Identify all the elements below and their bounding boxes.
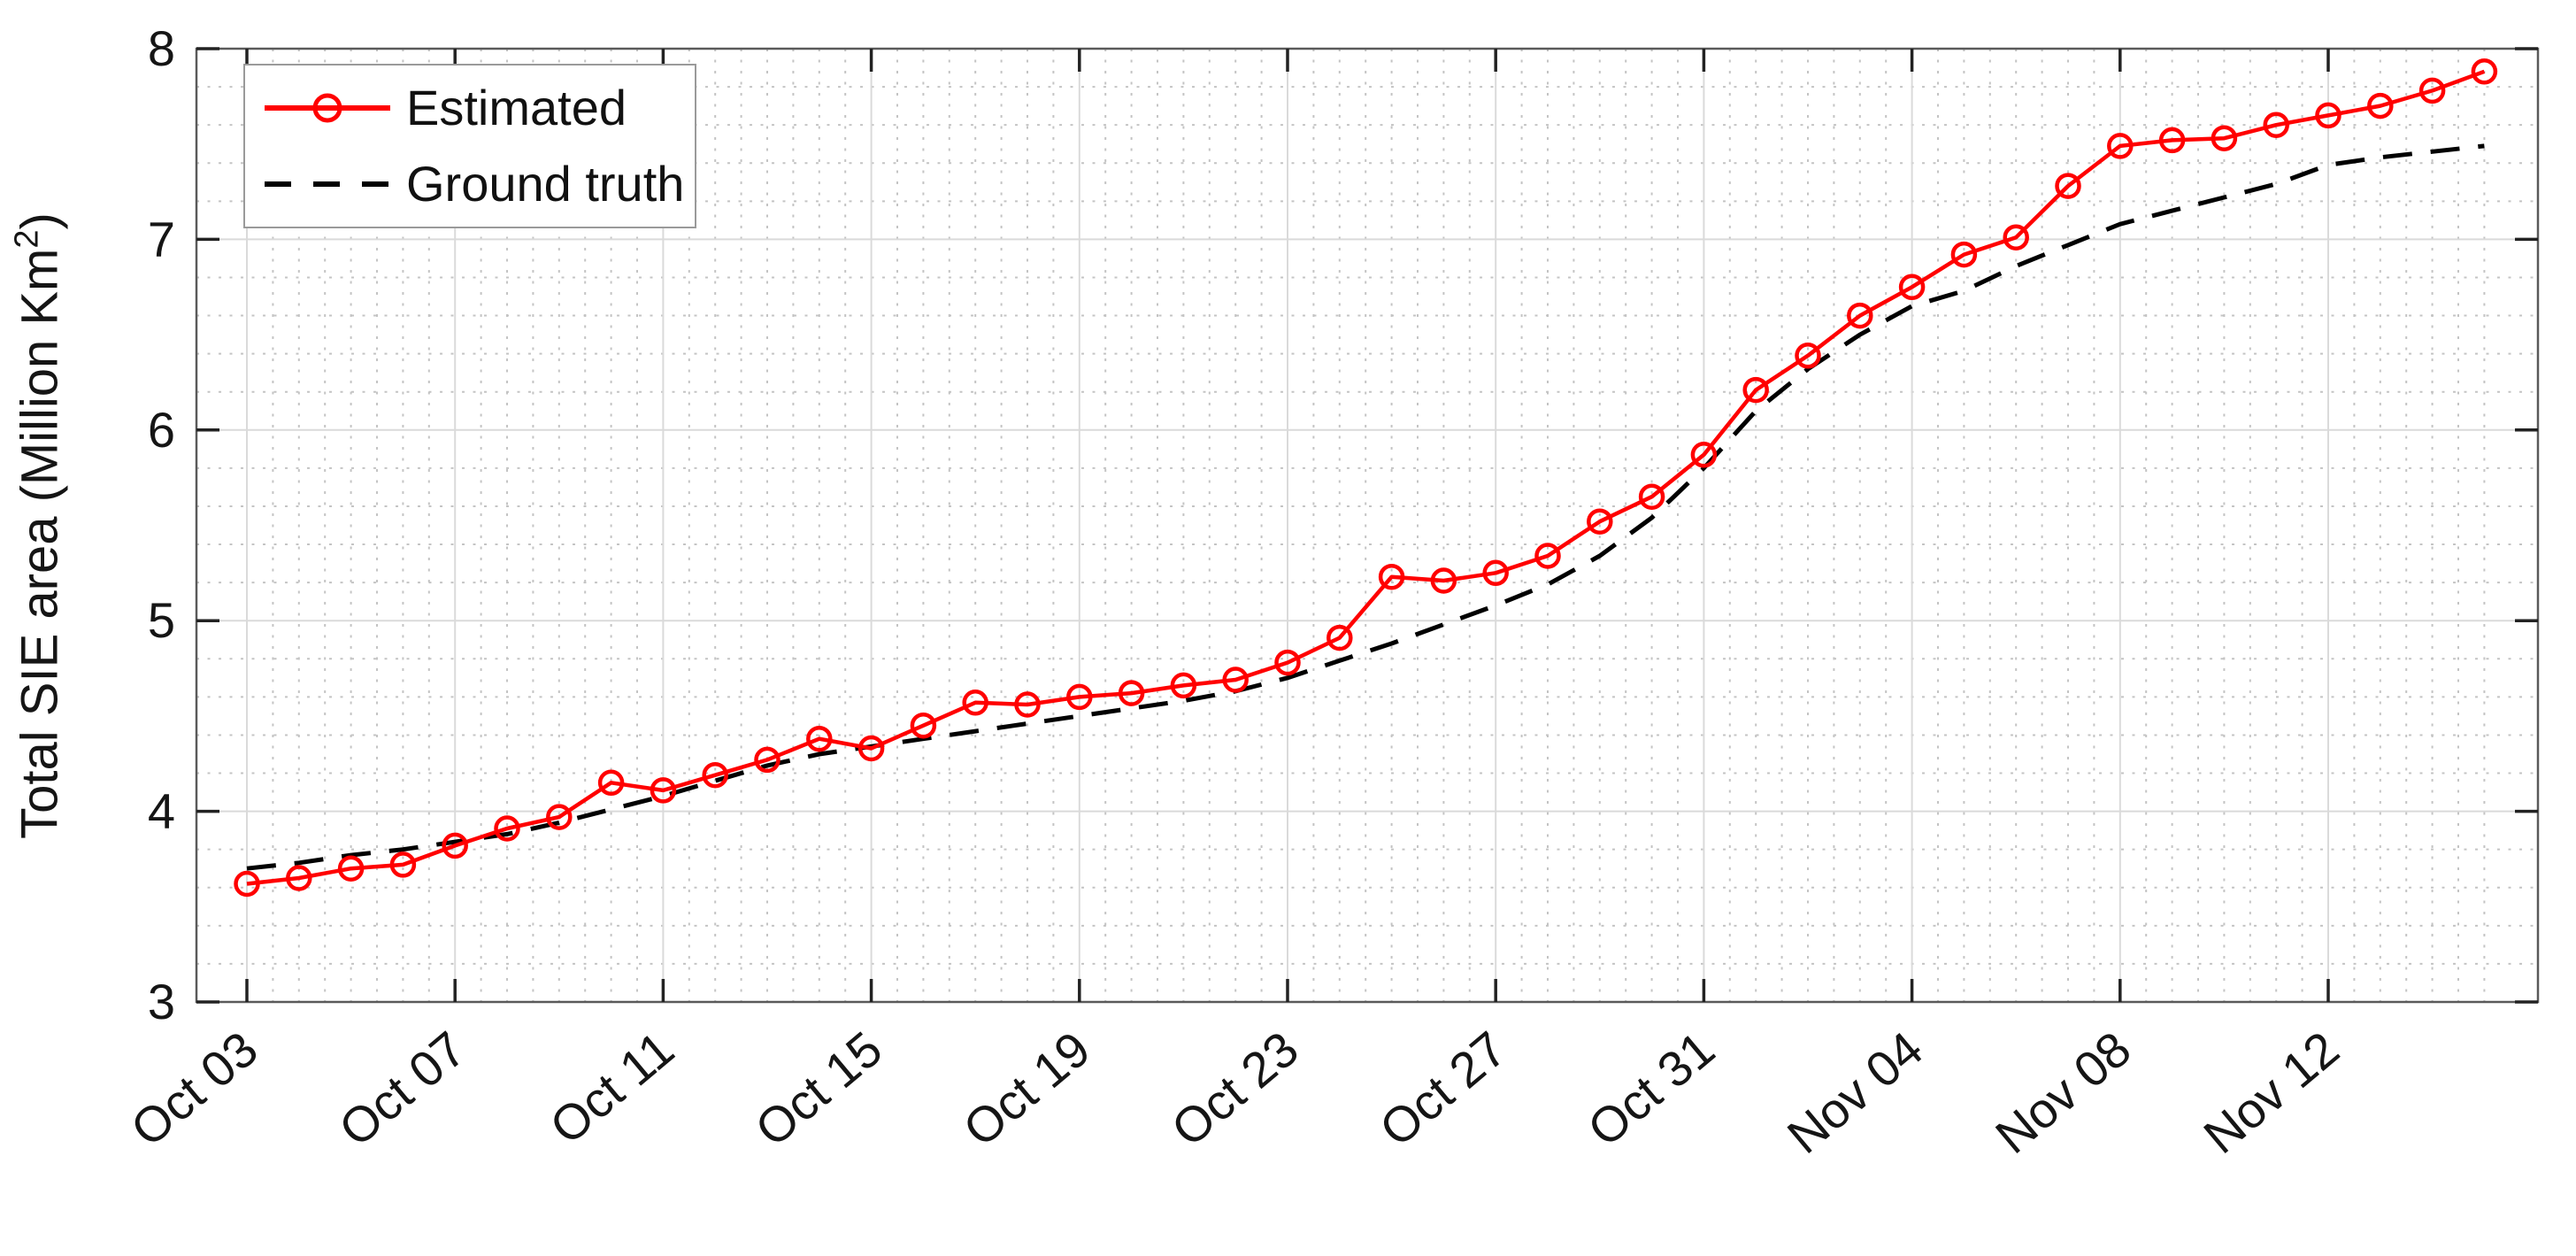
x-tick-label: Oct 19 [953,1021,1101,1157]
estimated-marker [1534,543,1561,569]
estimated-marker [2315,102,2341,129]
estimated-marker [1742,376,1769,404]
y-tick-label: 5 [148,592,175,648]
estimated-marker [2211,125,2238,151]
estimated-marker [494,815,520,842]
estimated-marker [1118,680,1145,706]
estimated-marker [1066,683,1093,711]
major-gridlines [196,49,2538,1002]
ground-truth-line-swatch [265,181,390,187]
y-tick-label: 8 [148,20,175,76]
estimated-marker [389,851,417,878]
estimated-sample-marker-icon [312,93,342,123]
estimated-marker [1898,274,1926,301]
y-axis-label: Total SIE area (Million Km2) [9,212,70,839]
y-axis-label-close: ) [11,212,69,230]
x-tick-label: Oct 23 [1161,1021,1309,1157]
estimated-line-swatch [265,93,390,123]
estimated-marker [806,725,833,752]
x-tick-labels: Oct 03 Oct 07 Oct 11 Oct 15 Oct 19 Oct 23 Oct … [120,1021,2349,1164]
y-tick-label: 4 [148,783,175,839]
estimated-marker [2158,127,2186,154]
estimated-marker [286,865,312,891]
estimated-marker [754,746,780,774]
y-tick-labels: 3 4 5 6 7 8 [148,20,175,1029]
estimated-marker [1378,563,1405,590]
x-tick-label: Oct 15 [744,1021,892,1157]
estimated-marker [442,832,468,859]
x-tick-label: Oct 07 [328,1021,476,1157]
legend-item-estimated: Estimated [261,81,695,135]
estimated-marker [1274,649,1301,676]
estimated-marker [234,870,260,898]
minor-gridlines [196,49,2538,1002]
estimated-marker [650,777,677,804]
estimated-marker [910,712,937,739]
x-tick-label: Nov 12 [2193,1021,2349,1164]
y-tick-label: 3 [148,974,175,1029]
estimated-marker [1014,691,1041,718]
x-tick-label: Nov 08 [1985,1021,2141,1164]
ground-truth-line [246,143,2485,871]
estimated-marker [1482,559,1509,587]
axis-tick-marks [196,47,2538,1004]
y-tick-label: 7 [148,211,175,266]
estimated-marker [2055,173,2081,199]
estimated-marker [2471,58,2498,85]
estimated-marker [337,855,365,882]
estimated-marker [1638,483,1665,510]
estimated-marker [2367,92,2394,119]
estimated-marker [1795,343,1821,369]
estimated-marker [1170,672,1197,699]
series-ground-truth [246,143,2485,871]
estimated-marker [1430,567,1457,594]
y-axis-label-text: Total SIE area (Million Km [11,248,69,839]
estimated-marker [546,804,573,830]
legend: Estimated Ground truth [243,64,696,228]
estimated-marker [1587,508,1613,535]
y-axis-label-superscript: 2 [8,229,46,249]
x-tick-label: Oct 03 [120,1021,268,1157]
estimated-marker [2263,112,2289,138]
series-estimated [234,58,2498,898]
estimated-marker [1847,302,1873,329]
axes-frame [195,47,2540,1004]
x-tick-label: Oct 31 [1577,1021,1725,1157]
estimated-marker [1690,442,1718,468]
plot-frame [195,47,2540,1004]
estimated-marker [1950,241,1978,268]
y-tick-label: 6 [148,402,175,458]
legend-label-ground-truth: Ground truth [406,156,685,212]
estimated-marker [962,690,988,716]
estimated-marker [2418,77,2446,104]
x-tick-label: Oct 27 [1369,1021,1517,1157]
estimated-marker [857,735,885,762]
estimated-marker [2107,133,2134,159]
estimated-marker [702,761,728,789]
legend-label-estimated: Estimated [406,80,627,135]
x-tick-label: Nov 04 [1777,1021,1933,1164]
x-tick-label: Oct 11 [539,1021,684,1155]
estimated-marker [1326,624,1353,651]
legend-item-ground-truth: Ground truth [261,157,695,212]
estimated-marker [1222,667,1249,693]
estimated-marker [597,769,625,797]
estimated-marker [2003,224,2029,250]
